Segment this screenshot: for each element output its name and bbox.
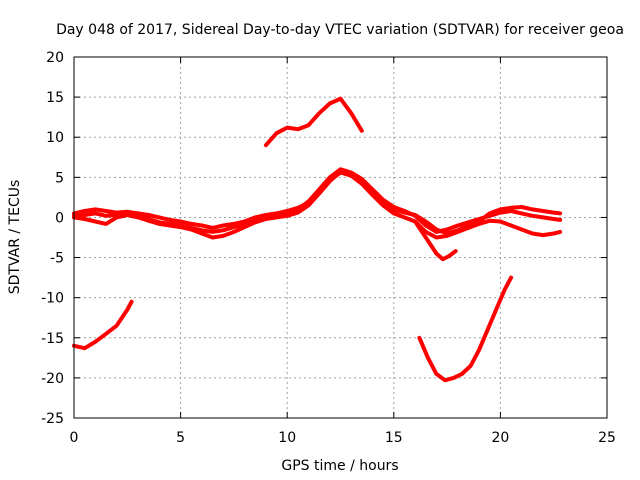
y-tick-label: -15 xyxy=(41,331,64,347)
x-tick-label: 20 xyxy=(491,430,509,446)
y-tick-label: -5 xyxy=(50,251,64,267)
x-tick-label: 5 xyxy=(176,430,185,446)
x-tick-label: 25 xyxy=(598,430,616,446)
series-line-arc-1 xyxy=(72,168,563,236)
y-tick-label: 15 xyxy=(46,90,64,106)
series-line-arc-5 xyxy=(263,96,364,148)
x-tick-label: 10 xyxy=(278,430,296,446)
x-tick-label: 15 xyxy=(385,430,403,446)
series-line-arc-7 xyxy=(417,275,514,383)
y-axis-label: SDTVAR / TECUs xyxy=(7,180,23,295)
series-line-arc-3 xyxy=(72,170,563,240)
x-tick-label: 0 xyxy=(70,430,79,446)
y-tick-label: 20 xyxy=(46,50,64,66)
y-tick-label: -25 xyxy=(41,411,64,427)
series-line-arc-4 xyxy=(413,219,458,262)
grid-lines xyxy=(74,57,607,418)
y-tick-label: 0 xyxy=(55,210,64,226)
y-tick-label: -20 xyxy=(41,371,64,387)
y-tick-label: 5 xyxy=(55,170,64,186)
y-tick-label: -10 xyxy=(41,291,64,307)
tick-labels: 0 5 10 15 20 25 -25 -20 -15 -10 -5 0 5 10 15 20 xyxy=(41,50,616,446)
axis-ticks xyxy=(73,56,608,419)
chart-title: Day 048 of 2017, Sidereal Day-to-day VTE… xyxy=(56,22,624,38)
series-line-arc-6 xyxy=(72,299,134,351)
data-series xyxy=(72,96,563,383)
plot-frame xyxy=(73,56,608,419)
y-tick-label: 10 xyxy=(46,130,64,146)
x-axis-label: GPS time / hours xyxy=(281,458,398,474)
